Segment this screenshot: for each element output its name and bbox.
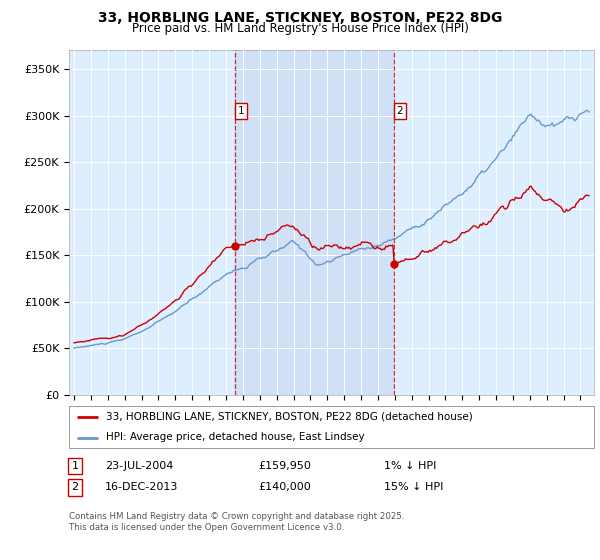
Text: Contains HM Land Registry data © Crown copyright and database right 2025.
This d: Contains HM Land Registry data © Crown c…	[69, 512, 404, 532]
Bar	[235, 50, 394, 395]
Text: Price paid vs. HM Land Registry's House Price Index (HPI): Price paid vs. HM Land Registry's House …	[131, 22, 469, 35]
Text: 2: 2	[397, 106, 403, 116]
Text: 33, HORBLING LANE, STICKNEY, BOSTON, PE22 8DG: 33, HORBLING LANE, STICKNEY, BOSTON, PE2…	[98, 11, 502, 25]
Text: 1: 1	[238, 106, 244, 116]
Text: HPI: Average price, detached house, East Lindsey: HPI: Average price, detached house, East…	[106, 432, 364, 442]
Text: 1% ↓ HPI: 1% ↓ HPI	[384, 461, 436, 471]
Text: £159,950: £159,950	[258, 461, 311, 471]
Text: 1: 1	[71, 461, 79, 471]
Text: 15% ↓ HPI: 15% ↓ HPI	[384, 482, 443, 492]
Text: 16-DEC-2013: 16-DEC-2013	[105, 482, 178, 492]
Text: 2: 2	[71, 482, 79, 492]
Text: £140,000: £140,000	[258, 482, 311, 492]
Text: 33, HORBLING LANE, STICKNEY, BOSTON, PE22 8DG (detached house): 33, HORBLING LANE, STICKNEY, BOSTON, PE2…	[106, 412, 473, 422]
Text: 23-JUL-2004: 23-JUL-2004	[105, 461, 173, 471]
